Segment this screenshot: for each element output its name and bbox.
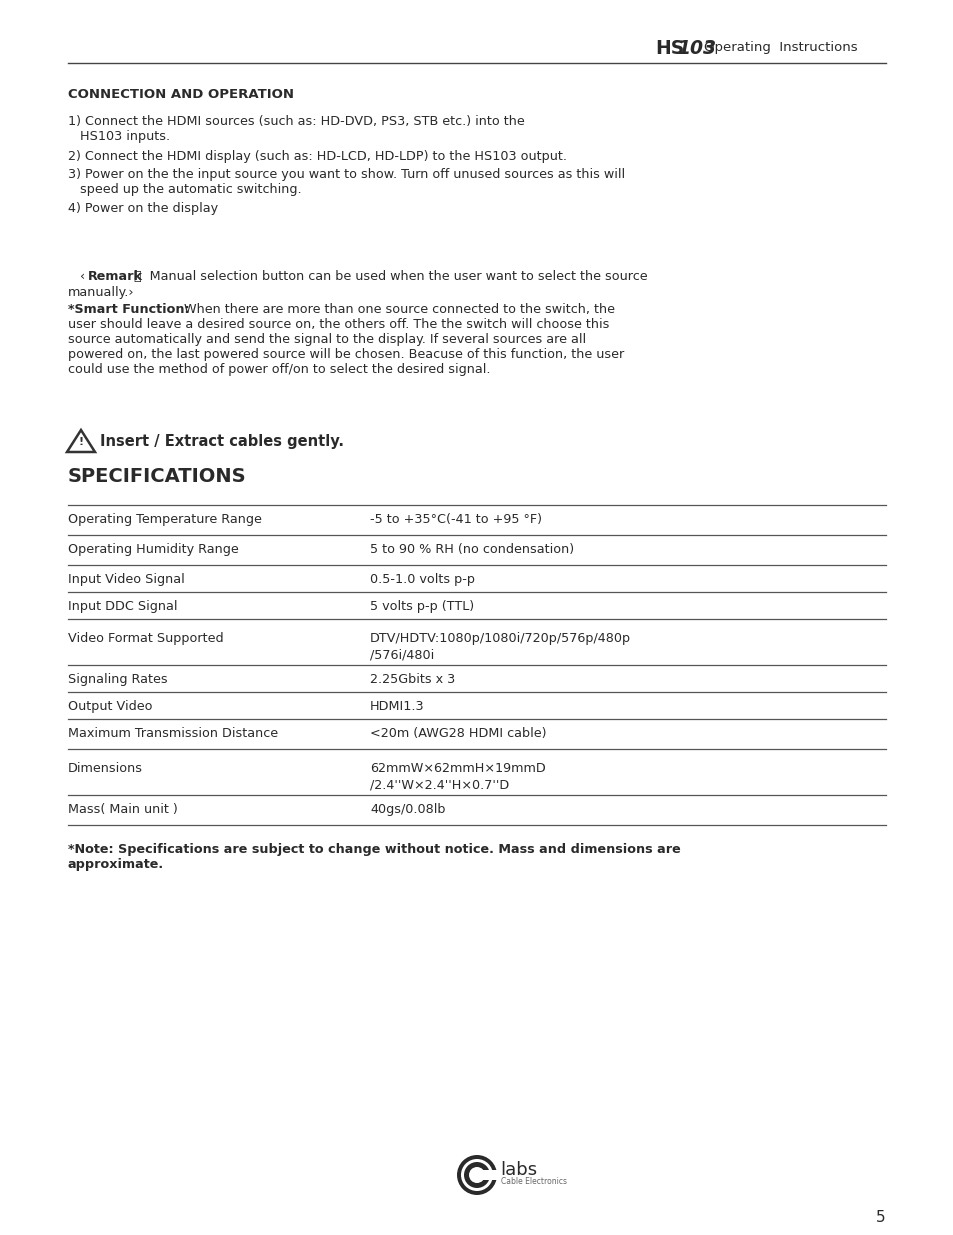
Text: Remark: Remark — [88, 270, 143, 283]
Text: speed up the automatic switching.: speed up the automatic switching. — [68, 183, 301, 196]
Text: 5 to 90 % RH (no condensation): 5 to 90 % RH (no condensation) — [370, 543, 574, 557]
Text: Input Video Signal: Input Video Signal — [68, 573, 185, 585]
Text: *Smart Function:: *Smart Function: — [68, 303, 190, 316]
Text: powered on, the last powered source will be chosen. Beacuse of this function, th: powered on, the last powered source will… — [68, 348, 623, 361]
Text: Mass( Main unit ): Mass( Main unit ) — [68, 804, 177, 816]
Bar — [481, 1170, 497, 1179]
Text: could use the method of power off/on to select the desired signal.: could use the method of power off/on to … — [68, 363, 490, 375]
Circle shape — [463, 1162, 490, 1188]
Text: Operating Humidity Range: Operating Humidity Range — [68, 543, 238, 557]
Text: 62mmW×62mmH×19mmD
/2.4''W×2.4''H×0.7''D: 62mmW×62mmH×19mmD /2.4''W×2.4''H×0.7''D — [370, 762, 545, 792]
Text: Signaling Rates: Signaling Rates — [68, 673, 168, 685]
Text: DTV/HDTV:1080p/1080i/720p/576p/480p
/576i/480i: DTV/HDTV:1080p/1080i/720p/576p/480p /576… — [370, 632, 631, 662]
Text: Maximum Transmission Distance: Maximum Transmission Distance — [68, 727, 278, 741]
Text: approximate.: approximate. — [68, 858, 164, 871]
Text: user should leave a desired source on, the others off. The the switch will choos: user should leave a desired source on, t… — [68, 317, 609, 331]
Text: *Note: Specifications are subject to change without notice. Mass and dimensions : *Note: Specifications are subject to cha… — [68, 844, 680, 856]
Text: Dimensions: Dimensions — [68, 762, 143, 774]
Text: 2) Connect the HDMI display (such as: HD-LCD, HD-LDP) to the HS103 output.: 2) Connect the HDMI display (such as: HD… — [68, 149, 566, 163]
Text: 3) Power on the the input source you want to show. Turn off unused sources as th: 3) Power on the the input source you wan… — [68, 168, 624, 182]
Text: When there are more than one source connected to the switch, the: When there are more than one source conn… — [180, 303, 615, 316]
Text: Input DDC Signal: Input DDC Signal — [68, 599, 177, 613]
Text: ‹: ‹ — [80, 270, 85, 283]
Text: 2.25Gbits x 3: 2.25Gbits x 3 — [370, 673, 455, 685]
Text: source automatically and send the signal to the display. If several sources are : source automatically and send the signal… — [68, 333, 585, 346]
Text: SPECIFICATIONS: SPECIFICATIONS — [68, 467, 247, 487]
Text: 0.5-1.0 volts p-p: 0.5-1.0 volts p-p — [370, 573, 475, 585]
Text: labs: labs — [499, 1161, 537, 1179]
Text: HS: HS — [655, 38, 683, 58]
Text: 5: 5 — [876, 1210, 885, 1225]
Text: CONNECTION AND OPERATION: CONNECTION AND OPERATION — [68, 88, 294, 101]
Text: 5 volts p-p (TTL): 5 volts p-p (TTL) — [370, 599, 474, 613]
Text: HDMI1.3: HDMI1.3 — [370, 699, 424, 713]
Text: !: ! — [78, 437, 84, 447]
Text: 4) Power on the display: 4) Power on the display — [68, 203, 218, 215]
Circle shape — [469, 1167, 484, 1183]
Text: HS103 inputs.: HS103 inputs. — [68, 130, 170, 143]
Text: Operating Temperature Range: Operating Temperature Range — [68, 514, 262, 526]
Text: Output Video: Output Video — [68, 699, 152, 713]
Text: e: e — [469, 1166, 482, 1184]
Circle shape — [460, 1158, 493, 1191]
Text: -5 to +35°C(-41 to +95 °F): -5 to +35°C(-41 to +95 °F) — [370, 514, 541, 526]
Text: <20m (AWG28 HDMI cable): <20m (AWG28 HDMI cable) — [370, 727, 546, 741]
Text: Cable Electronics: Cable Electronics — [500, 1177, 566, 1187]
Text: ：  Manual selection button can be used when the user want to select the source: ： Manual selection button can be used wh… — [133, 270, 647, 283]
Text: Video Format Supported: Video Format Supported — [68, 632, 223, 645]
Text: Insert / Extract cables gently.: Insert / Extract cables gently. — [100, 433, 344, 450]
Text: 103: 103 — [677, 38, 716, 58]
Text: 40gs/0.08lb: 40gs/0.08lb — [370, 804, 445, 816]
Text: Operating  Instructions: Operating Instructions — [703, 42, 857, 54]
Text: manually.›: manually.› — [68, 287, 134, 299]
Text: 1) Connect the HDMI sources (such as: HD-DVD, PS3, STB etc.) into the: 1) Connect the HDMI sources (such as: HD… — [68, 115, 524, 128]
Circle shape — [456, 1155, 497, 1195]
